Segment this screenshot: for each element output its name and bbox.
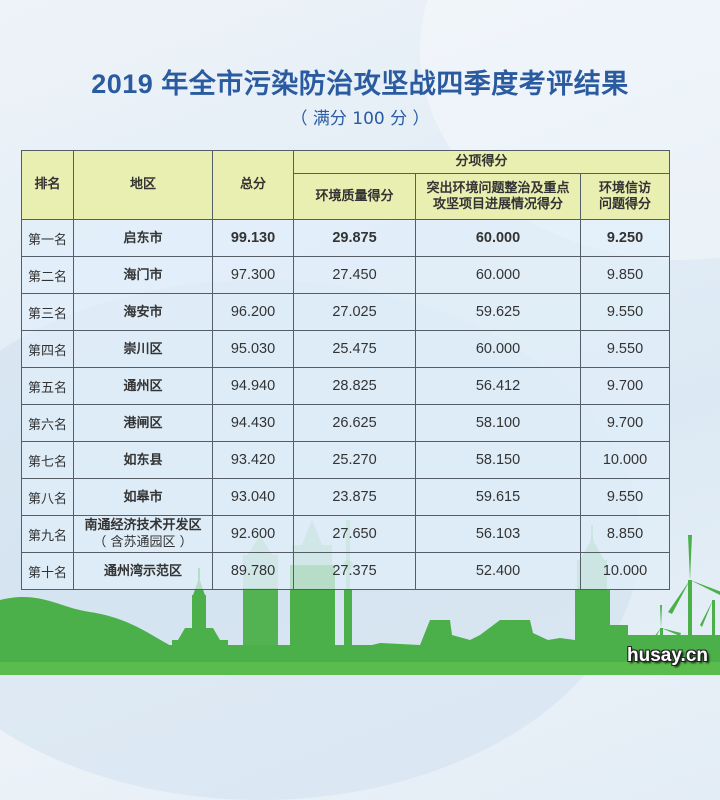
env-quality-cell: 29.875 [293,219,416,257]
header-petition: 环境信访 问题得分 [580,173,670,220]
key-issues-cell: 60.000 [415,219,581,257]
total-cell: 92.600 [212,515,294,553]
env-quality-cell: 23.875 [293,478,416,516]
region-subnote: （ 含苏通园区 ） [93,535,193,550]
total-cell: 93.420 [212,441,294,479]
header-key-issues: 突出环境问题整治及重点 攻坚项目进展情况得分 [415,173,581,220]
rank-cell: 第八名 [21,478,74,516]
key-issues-cell: 58.100 [415,404,581,442]
total-cell: 89.780 [212,552,294,590]
env-quality-cell: 27.650 [293,515,416,553]
watermark: husay.cn [627,645,708,666]
header-env-quality: 环境质量得分 [293,173,416,220]
header-region: 地区 [73,150,213,220]
table-row: 第九名 南通经济技术开发区 （ 含苏通园区 ） 92.600 27.650 56… [21,515,670,553]
rank-cell: 第四名 [21,330,74,368]
total-cell: 95.030 [212,330,294,368]
env-quality-cell: 27.375 [293,552,416,590]
env-quality-cell: 25.270 [293,441,416,479]
region-cell: 南通经济技术开发区 （ 含苏通园区 ） [73,515,213,553]
total-cell: 94.430 [212,404,294,442]
key-issues-cell: 58.150 [415,441,581,479]
petition-cell: 9.850 [580,256,670,294]
env-quality-cell: 28.825 [293,367,416,405]
total-cell: 97.300 [212,256,294,294]
petition-cell: 9.550 [580,478,670,516]
petition-cell: 9.550 [580,293,670,331]
region-cell: 港闸区 [73,404,213,442]
key-issues-cell: 59.615 [415,478,581,516]
rank-cell: 第五名 [21,367,74,405]
table-row: 第三名 海安市 96.200 27.025 59.625 9.550 [21,293,670,331]
total-cell: 99.130 [212,219,294,257]
env-quality-cell: 26.625 [293,404,416,442]
region-name: 南通经济技术开发区 [84,518,202,533]
region-cell: 通州湾示范区 [73,552,213,590]
region-cell: 如皋市 [73,478,213,516]
region-cell: 通州区 [73,367,213,405]
header-subscore-group: 分项得分 [293,150,670,174]
table-row: 第四名 崇川区 95.030 25.475 60.000 9.550 [21,330,670,368]
rank-cell: 第二名 [21,256,74,294]
key-issues-cell: 56.103 [415,515,581,553]
header-petition-line2: 问题得分 [598,196,651,212]
table-row: 第一名 启东市 99.130 29.875 60.000 9.250 [21,219,670,257]
header-petition-line1: 环境信访 [598,180,651,196]
key-issues-cell: 60.000 [415,330,581,368]
region-cell: 海安市 [73,293,213,331]
key-issues-cell: 59.625 [415,293,581,331]
header-total: 总分 [212,150,294,220]
env-quality-cell: 25.475 [293,330,416,368]
results-table: 排名 地区 总分 分项得分 环境质量得分 突出环境问题整治及重点 攻坚项目进展情… [21,150,670,590]
petition-cell: 9.700 [580,404,670,442]
region-cell: 如东县 [73,441,213,479]
petition-cell: 9.250 [580,219,670,257]
petition-cell: 9.700 [580,367,670,405]
petition-cell: 10.000 [580,441,670,479]
total-cell: 94.940 [212,367,294,405]
table-row: 第五名 通州区 94.940 28.825 56.412 9.700 [21,367,670,405]
key-issues-cell: 60.000 [415,256,581,294]
region-cell: 海门市 [73,256,213,294]
table-row: 第六名 港闸区 94.430 26.625 58.100 9.700 [21,404,670,442]
total-cell: 96.200 [212,293,294,331]
table-row: 第二名 海门市 97.300 27.450 60.000 9.850 [21,256,670,294]
env-quality-cell: 27.450 [293,256,416,294]
table-row: 第八名 如皋市 93.040 23.875 59.615 9.550 [21,478,670,516]
region-cell: 启东市 [73,219,213,257]
rank-cell: 第六名 [21,404,74,442]
petition-cell: 10.000 [580,552,670,590]
page-title: 2019 年全市污染防治攻坚战四季度考评结果 [91,69,629,99]
key-issues-cell: 52.400 [415,552,581,590]
rank-cell: 第十名 [21,552,74,590]
header-key-issues-line2: 攻坚项目进展情况得分 [432,196,563,212]
header-rank: 排名 [21,150,74,220]
page-subtitle: （ 满分 100 分 ） [290,109,430,129]
env-quality-cell: 27.025 [293,293,416,331]
table-row: 第十名 通州湾示范区 89.780 27.375 52.400 10.000 [21,552,670,590]
key-issues-cell: 56.412 [415,367,581,405]
rank-cell: 第一名 [21,219,74,257]
petition-cell: 8.850 [580,515,670,553]
petition-cell: 9.550 [580,330,670,368]
rank-cell: 第九名 [21,515,74,553]
total-cell: 93.040 [212,478,294,516]
table-row: 第七名 如东县 93.420 25.270 58.150 10.000 [21,441,670,479]
rank-cell: 第三名 [21,293,74,331]
header-key-issues-line1: 突出环境问题整治及重点 [426,180,570,196]
rank-cell: 第七名 [21,441,74,479]
region-cell: 崇川区 [73,330,213,368]
